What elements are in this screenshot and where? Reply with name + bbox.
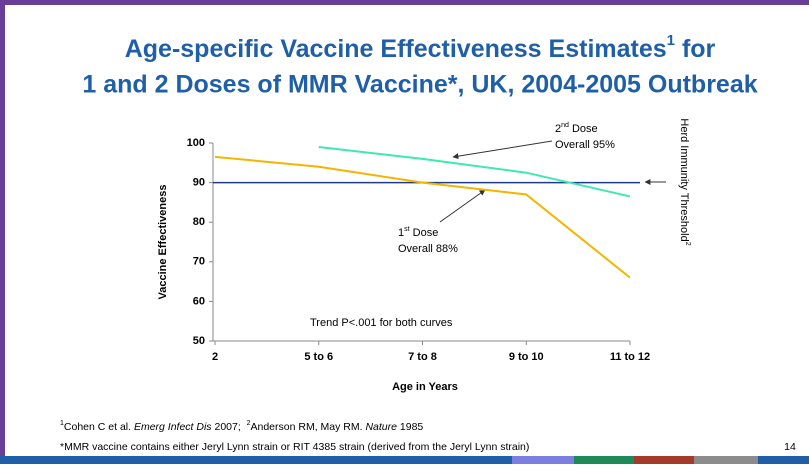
dose1-overall: Overall 88% — [398, 243, 458, 255]
x-tick-label: 9 to 10 — [509, 351, 544, 363]
dose2-arrow — [452, 140, 553, 160]
footnote-2: *MMR vaccine contains either Jeryl Lynn … — [60, 441, 529, 453]
title-line1: Age-specific Vaccine Effectiveness Estim… — [125, 32, 716, 63]
dose2-overall: Overall 95% — [555, 139, 615, 151]
y-axis-title: Vaccine Effectiveness — [157, 185, 169, 300]
y-tick-label: 100 — [187, 137, 205, 149]
y-tick-label: 60 — [193, 295, 205, 307]
series-line — [318, 145, 631, 198]
x-tick-label: 7 to 8 — [408, 351, 437, 363]
y-tick-label: 80 — [193, 216, 205, 228]
plot: 50 60 70 80 90 100 2 5 to 6 7 to 8 9 to 10 11 to 1… — [187, 137, 651, 363]
dose1-arrow — [439, 189, 486, 223]
x-tick-label: 2 — [212, 351, 218, 363]
x-axis-title: Age in Years — [392, 381, 458, 393]
dose1-label: 1st Dose — [398, 226, 438, 239]
title-line2: 1 and 2 Doses of MMR Vaccine*, UK, 2004-… — [82, 71, 757, 99]
bottom-bar — [0, 456, 809, 464]
x-tick-label: 11 to 12 — [610, 351, 650, 363]
left-border — [0, 0, 5, 464]
series-line — [214, 155, 631, 279]
y-tick-label: 70 — [193, 256, 205, 268]
trend-note: Trend P<.001 for both curves — [310, 317, 453, 329]
page-number: 14 — [784, 441, 796, 453]
x-tick-label: 5 to 6 — [304, 351, 333, 363]
footnote-1: 1Cohen C et al. Emerg Infect Dis 2007; 2… — [60, 420, 423, 433]
y-tick-label: 90 — [193, 177, 205, 189]
threshold-label: Herd Immunity Threshold2 — [678, 118, 691, 245]
top-border — [0, 0, 809, 5]
dose2-label: 2nd Dose — [555, 122, 598, 135]
y-tick-label: 50 — [193, 335, 205, 347]
